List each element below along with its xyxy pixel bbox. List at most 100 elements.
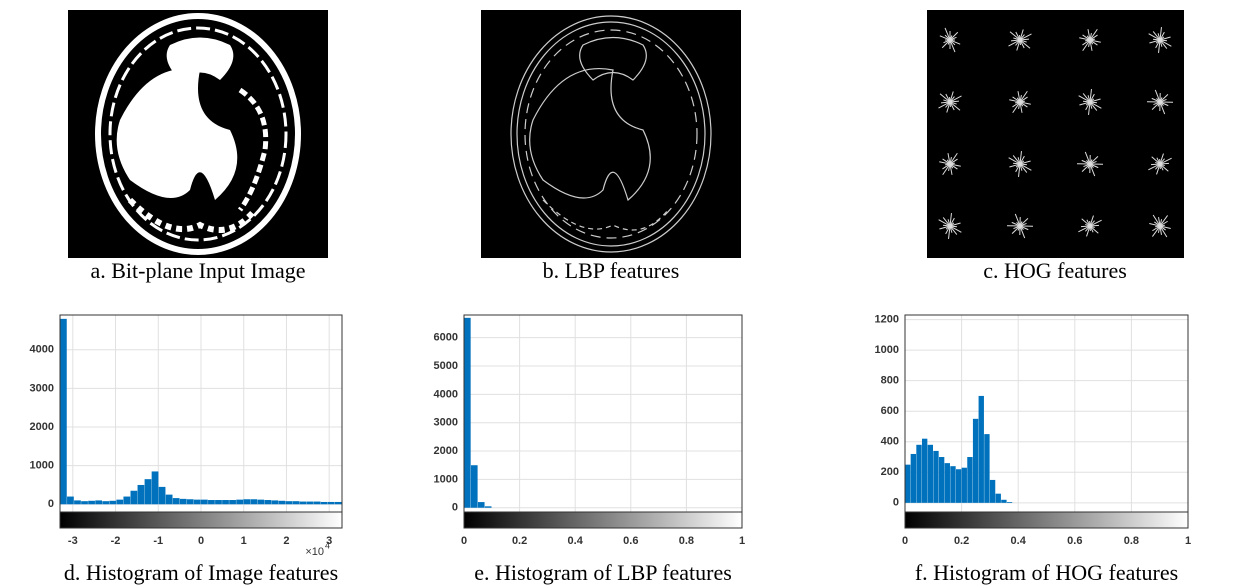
histogram-bar (950, 466, 955, 503)
histogram-bar (922, 439, 927, 503)
y-tick-label: 6000 (434, 332, 458, 344)
histogram-bar (201, 500, 208, 505)
histogram-bar (321, 502, 328, 504)
histogram-bar (916, 445, 921, 503)
histogram-bar (279, 501, 286, 504)
y-tick-label: 3000 (30, 382, 54, 394)
x-tick-label: 1 (1185, 535, 1191, 547)
y-tick-label: 2000 (30, 421, 54, 433)
histogram-bar (973, 419, 978, 503)
plot-area (464, 315, 742, 512)
histogram-bar (945, 463, 950, 503)
x-tick-label: 1 (241, 535, 247, 547)
histogram-bar (257, 500, 264, 505)
histogram-bar (60, 319, 67, 504)
histogram-bar (250, 499, 257, 504)
bitplane-image (68, 10, 328, 258)
y-tick-label: 800 (881, 375, 899, 387)
image-caption: b. LBP features (543, 258, 680, 283)
histogram-bar (905, 465, 910, 503)
histogram-bar (478, 502, 485, 508)
histogram-bar (138, 485, 145, 504)
x-tick-label: 1 (739, 535, 745, 547)
y-tick-label: 0 (452, 502, 458, 514)
histogram-bar (123, 497, 130, 505)
histogram-bar (272, 500, 279, 504)
histogram-bar (962, 468, 967, 503)
colorbar (60, 512, 342, 528)
lbp-image (481, 10, 741, 258)
x-tick-label: 0 (461, 535, 467, 547)
histogram-bar (939, 457, 944, 503)
histogram-bar (984, 434, 989, 503)
histogram-bar (328, 502, 335, 504)
y-tick-label: 2000 (434, 445, 458, 457)
x-tick-label: 0.4 (568, 535, 584, 547)
histogram-bar (74, 500, 81, 504)
image-caption: a. Bit-plane Input Image (90, 258, 305, 283)
x-tick-label: 0.6 (623, 535, 638, 547)
y-tick-label: 400 (881, 436, 899, 448)
figure: a. Bit-plane Input Image b. LBP features… (0, 0, 1237, 588)
histogram-bar (187, 499, 194, 504)
x-scale-label: ×10 (305, 546, 324, 558)
chart-caption: e. Histogram of LBP features (474, 560, 732, 585)
histogram-bar (222, 500, 229, 504)
histogram-bar (236, 500, 243, 505)
histogram-bar (300, 502, 307, 505)
histogram-bar (928, 445, 933, 503)
y-tick-label: 4000 (434, 388, 458, 400)
y-tick-label: 0 (48, 498, 54, 510)
histogram-bar (131, 491, 138, 505)
histogram-bar (95, 500, 102, 504)
hog-image (927, 10, 1184, 258)
histogram-bar (194, 500, 201, 505)
histogram-bar (471, 465, 478, 508)
x-tick-label: 0.6 (1067, 535, 1082, 547)
histogram-bar (911, 454, 916, 503)
histogram-bar (967, 457, 972, 503)
histogram-bar (81, 501, 88, 504)
histogram-bar (1001, 500, 1006, 503)
x-tick-label: 0 (902, 535, 908, 547)
x-tick-label: 0.2 (954, 535, 969, 547)
x-tick-label: 0.4 (1011, 535, 1027, 547)
x-tick-label: 0.2 (512, 535, 527, 547)
y-tick-label: 1200 (875, 313, 899, 325)
y-tick-label: 1000 (434, 473, 458, 485)
histogram-bar (229, 500, 236, 504)
y-tick-label: 3000 (434, 417, 458, 429)
x-tick-label: 0.8 (1124, 535, 1139, 547)
histogram-bar (979, 396, 984, 503)
x-tick-label: -2 (111, 535, 121, 547)
histogram-bar (307, 502, 314, 505)
histogram-bar (173, 498, 180, 504)
histogram-bar (152, 471, 159, 504)
x-scale-power: 4 (325, 540, 330, 550)
histogram-bar (1007, 502, 1012, 503)
histogram-bar (485, 506, 492, 507)
histogram-bar (990, 480, 995, 503)
histogram-bar (67, 497, 74, 505)
y-tick-label: 0 (893, 497, 899, 509)
histogram-bar (996, 494, 1001, 503)
histogram-bar (464, 318, 471, 508)
histogram-bar (293, 501, 300, 504)
histogram-bar (159, 487, 166, 504)
colorbar (464, 512, 742, 528)
histogram-bar (116, 500, 123, 505)
histogram-bar (109, 501, 116, 504)
histogram-bar (208, 500, 215, 504)
x-tick-label: -3 (68, 535, 78, 547)
histogram-bar (88, 501, 95, 504)
x-tick-label: 2 (283, 535, 289, 547)
y-tick-label: 1000 (875, 344, 899, 356)
histogram-bar (956, 469, 961, 503)
histogram-bar (243, 499, 250, 504)
histogram-bar (314, 502, 321, 505)
histogram-bar (145, 479, 152, 504)
histogram-bar (335, 502, 342, 504)
histogram-bar (933, 451, 938, 503)
chart-caption: f. Histogram of HOG features (915, 560, 1178, 585)
chart-caption: d. Histogram of Image features (64, 560, 338, 585)
